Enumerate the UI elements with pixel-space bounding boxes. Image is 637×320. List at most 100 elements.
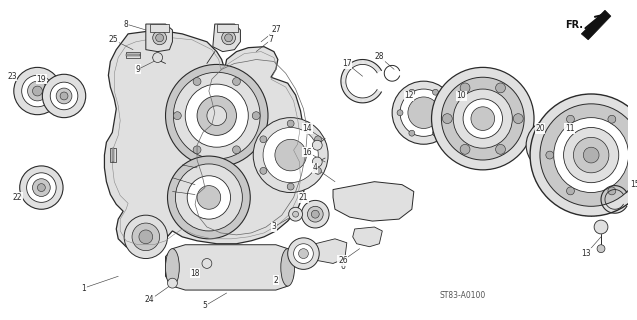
Text: 4: 4	[313, 164, 318, 172]
Polygon shape	[372, 94, 376, 99]
Polygon shape	[347, 93, 351, 97]
Text: 22: 22	[13, 193, 22, 202]
Circle shape	[564, 127, 619, 183]
Circle shape	[173, 72, 260, 159]
Polygon shape	[341, 76, 347, 78]
Polygon shape	[620, 188, 622, 191]
Polygon shape	[313, 239, 347, 263]
Polygon shape	[358, 98, 360, 103]
Circle shape	[20, 166, 63, 209]
Polygon shape	[621, 206, 624, 210]
Circle shape	[530, 94, 637, 216]
Text: 3: 3	[271, 222, 276, 231]
Circle shape	[292, 211, 299, 217]
Polygon shape	[348, 93, 352, 98]
Polygon shape	[359, 98, 361, 103]
Polygon shape	[601, 195, 605, 197]
Circle shape	[233, 146, 240, 154]
Polygon shape	[604, 205, 607, 208]
Polygon shape	[353, 227, 382, 247]
Circle shape	[38, 184, 45, 192]
Polygon shape	[619, 208, 621, 212]
Polygon shape	[613, 209, 614, 213]
Polygon shape	[371, 95, 375, 100]
Text: 27: 27	[271, 26, 281, 35]
Polygon shape	[606, 189, 608, 192]
Circle shape	[124, 215, 168, 259]
Polygon shape	[622, 191, 626, 194]
Polygon shape	[166, 245, 294, 290]
Text: 17: 17	[342, 59, 352, 68]
Polygon shape	[213, 24, 240, 52]
Circle shape	[287, 183, 294, 190]
Polygon shape	[352, 62, 355, 67]
Polygon shape	[607, 207, 610, 211]
Polygon shape	[617, 186, 619, 190]
Circle shape	[445, 110, 450, 116]
Text: 21: 21	[299, 193, 308, 202]
Polygon shape	[361, 98, 362, 103]
Polygon shape	[616, 186, 617, 190]
Polygon shape	[354, 61, 357, 66]
Circle shape	[225, 34, 233, 42]
Bar	[112, 148, 114, 162]
Circle shape	[287, 120, 294, 127]
Polygon shape	[610, 186, 612, 190]
Polygon shape	[618, 186, 620, 190]
Polygon shape	[613, 209, 615, 213]
Circle shape	[233, 77, 240, 85]
Polygon shape	[608, 208, 610, 212]
Polygon shape	[620, 207, 623, 211]
Polygon shape	[621, 188, 624, 192]
Polygon shape	[358, 60, 360, 65]
Circle shape	[173, 112, 182, 120]
Text: 25: 25	[108, 35, 118, 44]
Text: FR.: FR.	[566, 20, 583, 30]
Polygon shape	[376, 90, 382, 93]
Circle shape	[496, 144, 505, 154]
Circle shape	[260, 167, 267, 174]
Circle shape	[431, 68, 534, 170]
Polygon shape	[359, 60, 361, 65]
Text: 26: 26	[338, 256, 348, 265]
Text: 16: 16	[303, 148, 312, 156]
Polygon shape	[608, 208, 611, 212]
Polygon shape	[623, 192, 627, 195]
Circle shape	[288, 238, 319, 269]
Polygon shape	[357, 97, 359, 102]
Polygon shape	[357, 60, 359, 65]
Circle shape	[629, 151, 636, 159]
Circle shape	[56, 88, 72, 104]
Circle shape	[193, 146, 201, 154]
Circle shape	[442, 114, 452, 124]
Polygon shape	[353, 96, 356, 101]
Polygon shape	[345, 91, 350, 95]
Polygon shape	[146, 24, 173, 52]
Polygon shape	[601, 195, 606, 196]
Polygon shape	[605, 206, 608, 209]
Text: 8: 8	[124, 20, 129, 28]
Polygon shape	[341, 85, 347, 88]
Circle shape	[197, 186, 220, 209]
Circle shape	[534, 127, 569, 163]
Polygon shape	[353, 61, 356, 66]
Polygon shape	[601, 197, 605, 198]
Polygon shape	[612, 186, 613, 190]
Text: 24: 24	[145, 295, 155, 304]
Circle shape	[222, 31, 236, 45]
Polygon shape	[605, 190, 608, 193]
Circle shape	[153, 52, 162, 62]
Polygon shape	[342, 87, 347, 90]
Circle shape	[22, 75, 54, 107]
Circle shape	[573, 137, 609, 173]
Circle shape	[608, 115, 616, 123]
Polygon shape	[373, 94, 377, 99]
Polygon shape	[601, 198, 605, 199]
Polygon shape	[368, 60, 371, 66]
Polygon shape	[615, 186, 617, 190]
Polygon shape	[350, 63, 354, 68]
Polygon shape	[372, 63, 376, 68]
Circle shape	[540, 104, 637, 206]
Polygon shape	[611, 186, 613, 190]
Polygon shape	[612, 209, 613, 213]
